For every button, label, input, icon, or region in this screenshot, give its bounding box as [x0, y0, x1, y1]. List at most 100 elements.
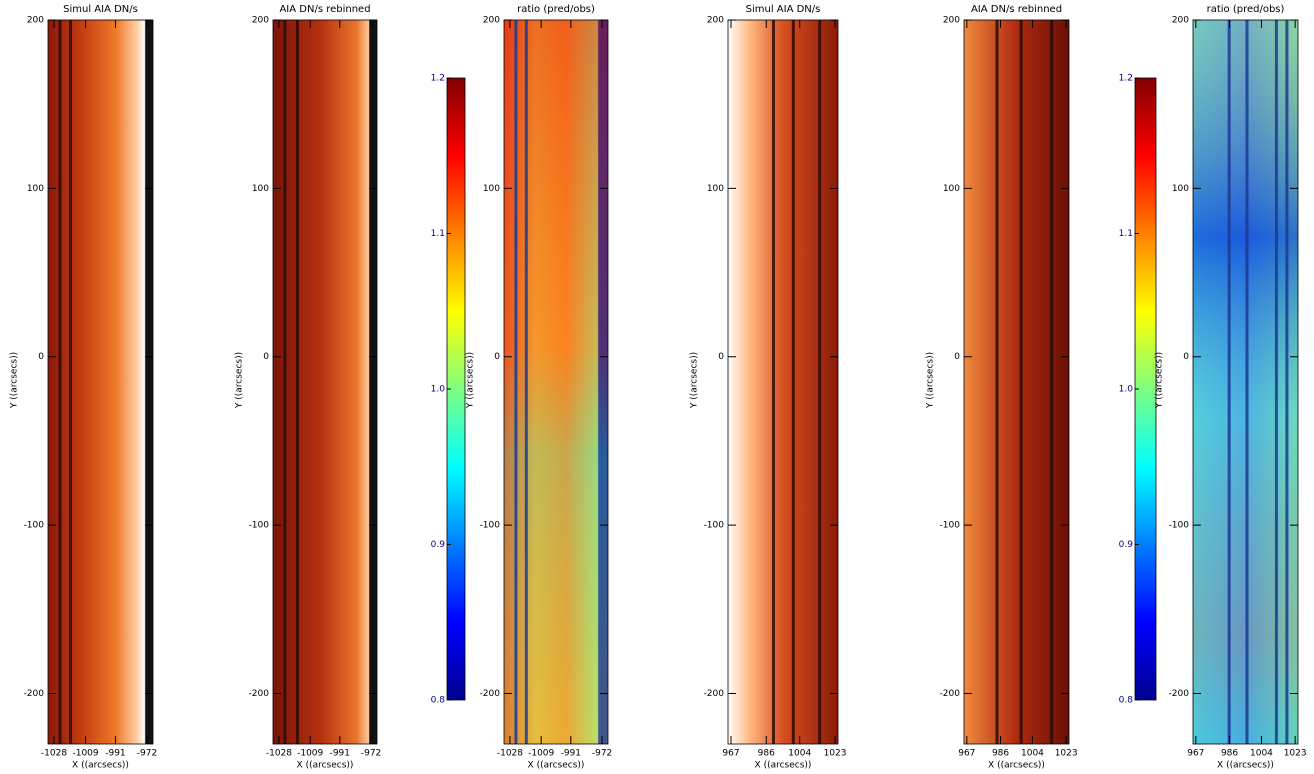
x-tick-label: 1004	[788, 749, 811, 759]
y-tick-label: 200	[1172, 16, 1189, 26]
colorbar-tick-label: 1.1	[1119, 229, 1133, 239]
image-stripe	[1285, 20, 1289, 744]
y-tick-label: -200	[249, 689, 270, 699]
x-tick-label: -972	[592, 749, 612, 759]
y-axis-label: Y ((arcsecs))	[466, 352, 476, 409]
x-tick-label: -972	[361, 749, 381, 759]
y-tick-label: 0	[1183, 352, 1189, 362]
image-stripe	[295, 20, 299, 744]
x-tick-label: 967	[958, 749, 975, 759]
x-tick-label: 1004	[1021, 749, 1044, 759]
y-tick-label: -100	[480, 521, 501, 531]
panel-title: Simul AIA DN/s	[746, 4, 821, 15]
x-tick-label: 1023	[824, 749, 847, 759]
x-tick-label: 986	[992, 749, 1009, 759]
x-tick-label: -1009	[297, 749, 323, 759]
y-tick-label: -100	[249, 521, 270, 531]
y-tick-label: 0	[494, 352, 500, 362]
y-axis-label: Y ((arcsecs))	[690, 352, 700, 409]
y-tick-label: 200	[483, 16, 500, 26]
y-tick-label: -200	[704, 689, 725, 699]
plot-frame	[963, 19, 1070, 745]
y-tick-label: -100	[940, 521, 961, 531]
x-tick-label: -991	[330, 749, 350, 759]
x-axis-label: X ((arcsecs))	[1217, 761, 1274, 771]
x-tick-label: -991	[561, 749, 581, 759]
y-tick-label: -100	[24, 521, 45, 531]
y-tick-label: -200	[480, 689, 501, 699]
x-tick-label: 1023	[1284, 749, 1307, 759]
y-tick-label: 100	[707, 184, 724, 194]
y-tick-label: -200	[1169, 689, 1190, 699]
colorbar-tick-label: 1.0	[1119, 385, 1134, 395]
image-panel: ratio (pred/obs) X ((arcsecs)) Y ((arcsecs…	[466, 4, 613, 771]
plot-frame	[47, 19, 154, 745]
y-tick-label: 200	[707, 16, 724, 26]
y-tick-label: 100	[1172, 184, 1189, 194]
colorbar-tick-label: 1.2	[1119, 74, 1133, 84]
x-axis-label: X ((arcsecs))	[755, 761, 812, 771]
y-tick-label: 0	[718, 352, 724, 362]
colorbar-tick-label: 0.8	[431, 696, 446, 706]
x-axis-label: X ((arcsecs))	[988, 761, 1045, 771]
image-stripe	[1245, 20, 1249, 744]
image-stripe	[995, 20, 999, 744]
x-tick-label: 1004	[1250, 749, 1273, 759]
image	[964, 20, 1069, 744]
panel-title: ratio (pred/obs)	[1207, 4, 1285, 15]
plot-frame	[272, 19, 378, 745]
colorbar-tick-label: 0.9	[1119, 540, 1134, 550]
panel-title: ratio (pred/obs)	[517, 4, 595, 15]
x-tick-label: 986	[758, 749, 775, 759]
colorbar-tick-label: 1.0	[431, 385, 446, 395]
image	[48, 20, 153, 744]
y-tick-label: -100	[704, 521, 725, 531]
x-tick-label: -1028	[41, 749, 67, 759]
image-stripe	[1019, 20, 1023, 744]
image-stripe	[58, 20, 62, 744]
y-tick-label: 200	[27, 16, 44, 26]
y-tick-label: 0	[38, 352, 44, 362]
plot-frame	[727, 19, 839, 745]
colorbar-tick-label: 1.1	[431, 229, 445, 239]
image	[728, 20, 838, 744]
x-tick-label: -1028	[497, 749, 523, 759]
x-tick-label: -972	[137, 749, 157, 759]
x-tick-label: -991	[105, 749, 125, 759]
image-stripe	[1227, 20, 1231, 744]
colorbar: 0.8 0.9 1.0 1.1 1.2	[1119, 74, 1157, 706]
y-tick-label: 100	[943, 184, 960, 194]
plot-frame	[503, 19, 609, 745]
panel-title: AIA DN/s rebinned	[971, 4, 1062, 15]
y-tick-label: 0	[263, 352, 269, 362]
colorbar-tick-label: 0.9	[431, 540, 446, 550]
image-overlay	[504, 20, 608, 744]
y-tick-label: -100	[1169, 521, 1190, 531]
image-panel: Simul AIA DN/s X ((arcsecs)) Y ((arcsecs))…	[690, 4, 847, 771]
y-axis-label: Y ((arcsecs))	[926, 352, 936, 409]
y-axis-label: Y ((arcsecs))	[235, 352, 245, 409]
x-tick-label: -1009	[528, 749, 554, 759]
image-stripe	[514, 20, 518, 744]
y-tick-label: -200	[24, 689, 45, 699]
x-axis-label: X ((arcsecs))	[297, 761, 354, 771]
image-panel: Simul AIA DN/s X ((arcsecs)) Y ((arcsecs))…	[10, 4, 158, 771]
x-tick-label: 967	[722, 749, 739, 759]
image-stripe	[524, 20, 528, 744]
x-tick-label: -1009	[72, 749, 98, 759]
y-tick-label: 200	[943, 16, 960, 26]
image-stripe	[818, 20, 822, 744]
colorbar-tick-label: 1.2	[431, 74, 445, 84]
x-axis-label: X ((arcsecs))	[72, 761, 129, 771]
panel-title: AIA DN/s rebinned	[279, 4, 370, 15]
x-tick-label: 967	[1187, 749, 1204, 759]
y-tick-label: 100	[27, 184, 44, 194]
image-panel: AIA DN/s rebinned X ((arcsecs)) Y ((arcsec…	[926, 4, 1078, 771]
x-tick-label: -1028	[266, 749, 292, 759]
y-tick-label: 0	[954, 352, 960, 362]
image-stripe	[1050, 20, 1054, 744]
y-axis-label: Y ((arcsecs))	[1155, 352, 1165, 409]
x-tick-label: 986	[1221, 749, 1238, 759]
colorbar-tick-label: 0.8	[1119, 696, 1134, 706]
